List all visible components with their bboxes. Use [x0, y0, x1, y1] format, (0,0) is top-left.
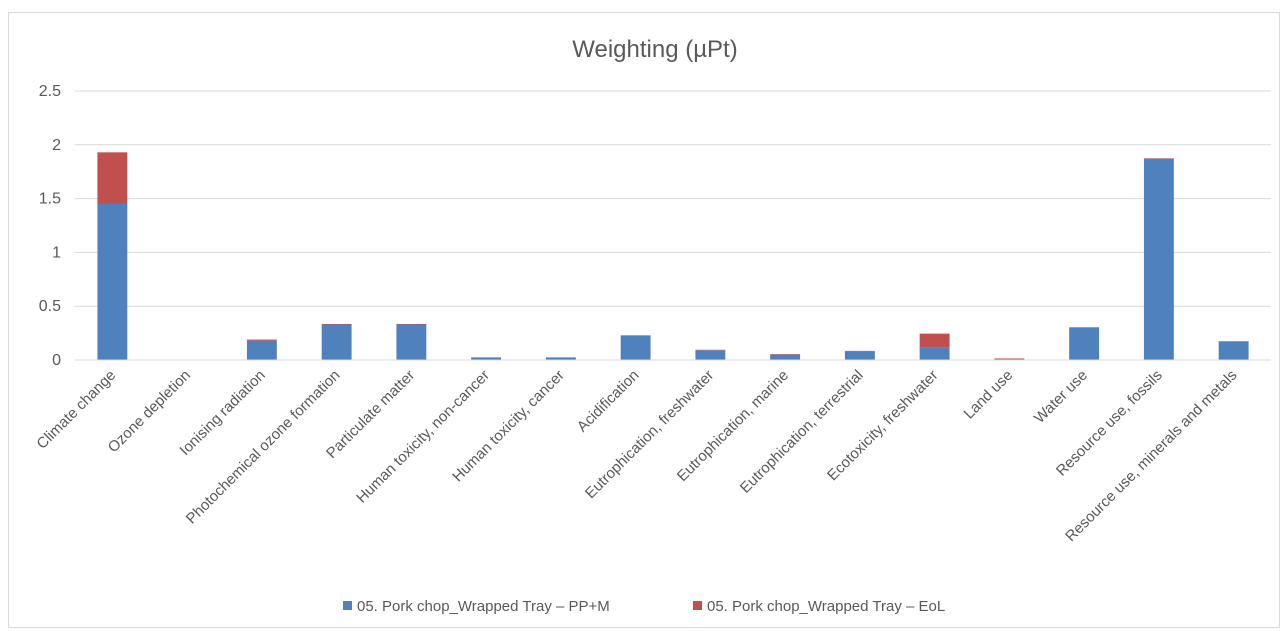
bar-segment [920, 334, 950, 347]
bar-segment [1219, 341, 1249, 342]
y-tick-label: 2 [52, 137, 61, 154]
chart-title: Weighting (µPt) [572, 36, 737, 63]
y-tick-label: 2.5 [39, 83, 61, 100]
bar-segment [471, 357, 501, 358]
bar-segment [845, 351, 875, 352]
bar-segment [322, 324, 352, 360]
bar-segment [920, 347, 950, 360]
x-tick-label: Water use [1031, 367, 1091, 427]
x-tick-label: Eutrophication, freshwater [582, 367, 717, 502]
bar-segment [247, 341, 277, 360]
bar-segment [695, 350, 725, 360]
y-tick-label: 1 [52, 244, 61, 261]
bar-segment [1069, 328, 1099, 360]
legend-label: 05. Pork chop_Wrapped Tray – EoL [707, 598, 945, 615]
x-tick-label: Land use [961, 367, 1017, 423]
bar-segment [97, 152, 127, 204]
x-tick-label: Climate change [33, 367, 119, 453]
bar-segment [1069, 327, 1099, 328]
bar-segment [247, 340, 277, 341]
x-tick-label: Acidification [574, 367, 643, 436]
bars [97, 152, 1248, 360]
bar-segment [845, 351, 875, 360]
x-tick-label: Human toxicity, non-cancer [353, 367, 493, 507]
bar-segment [1219, 342, 1249, 360]
legend-swatch [343, 601, 352, 610]
bar-segment [695, 350, 725, 351]
bar-segment [322, 324, 352, 325]
bar-segment [396, 324, 426, 325]
x-tick-label: Photochemical ozone formation [183, 367, 344, 528]
bar-segment [770, 355, 800, 360]
bar-segment [1144, 159, 1174, 360]
bar-segment [621, 336, 651, 360]
bar-segment [97, 204, 127, 360]
bar-segment [1144, 158, 1174, 159]
bar-segment [396, 324, 426, 360]
bar-segment [770, 354, 800, 355]
legend-label: 05. Pork chop_Wrapped Tray – PP+M [357, 598, 610, 615]
x-tick-label: Eutrophication, terrestrial [737, 367, 867, 497]
y-tick-label: 0.5 [39, 298, 61, 315]
y-tick-label: 0 [52, 352, 61, 369]
x-tick-label: Resource use, minerals and metals [1062, 367, 1240, 545]
legend: 05. Pork chop_Wrapped Tray – PP+M 05. Por… [343, 598, 945, 615]
y-tick-label: 1.5 [39, 191, 61, 208]
bar-segment [546, 357, 576, 358]
chart-area: 0 0.5 1 1.5 2 2.5 Climate change Ozone depletio… [8, 12, 1280, 628]
bar-segment [994, 358, 1024, 359]
legend-swatch [693, 601, 702, 610]
gridlines [75, 91, 1271, 306]
bar-segment [621, 335, 651, 336]
